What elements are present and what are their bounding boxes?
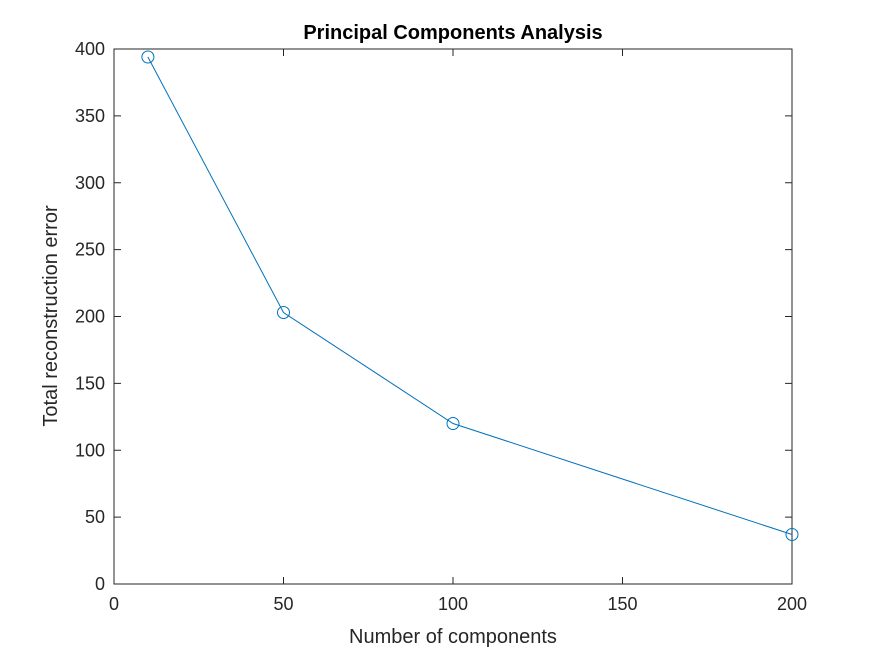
x-axis: 0 50 100 150 200	[109, 49, 807, 614]
y-axis-label: Total reconstruction error	[40, 205, 62, 427]
series-line	[147, 56, 793, 535]
chart-title: Principal Components Analysis	[303, 22, 602, 44]
x-tick-label: 50	[273, 594, 293, 614]
data-point-marker	[277, 305, 290, 319]
y-tick-label: 400	[75, 39, 105, 59]
plot-area	[113, 48, 793, 585]
y-tick-label: 150	[75, 373, 105, 393]
y-tick-label: 300	[75, 173, 105, 193]
y-tick-label: 200	[75, 307, 105, 327]
y-axis: 0 50 100 150 200 250 300 350 400	[75, 39, 792, 594]
x-tick-label: 150	[607, 594, 637, 614]
x-tick-label: 200	[777, 594, 807, 614]
y-tick-label: 50	[85, 507, 105, 527]
x-tick-label: 0	[109, 594, 119, 614]
y-tick-label: 350	[75, 106, 105, 126]
data-point-marker	[141, 50, 155, 64]
y-tick-label: 250	[75, 240, 105, 260]
y-tick-label: 100	[75, 440, 105, 460]
y-tick-label: 0	[95, 574, 105, 594]
data-point-marker	[785, 528, 799, 542]
x-axis-label: Number of components	[349, 626, 557, 648]
data-point-marker	[446, 417, 460, 430]
x-tick-label: 100	[438, 594, 468, 614]
series-layer	[141, 50, 799, 542]
